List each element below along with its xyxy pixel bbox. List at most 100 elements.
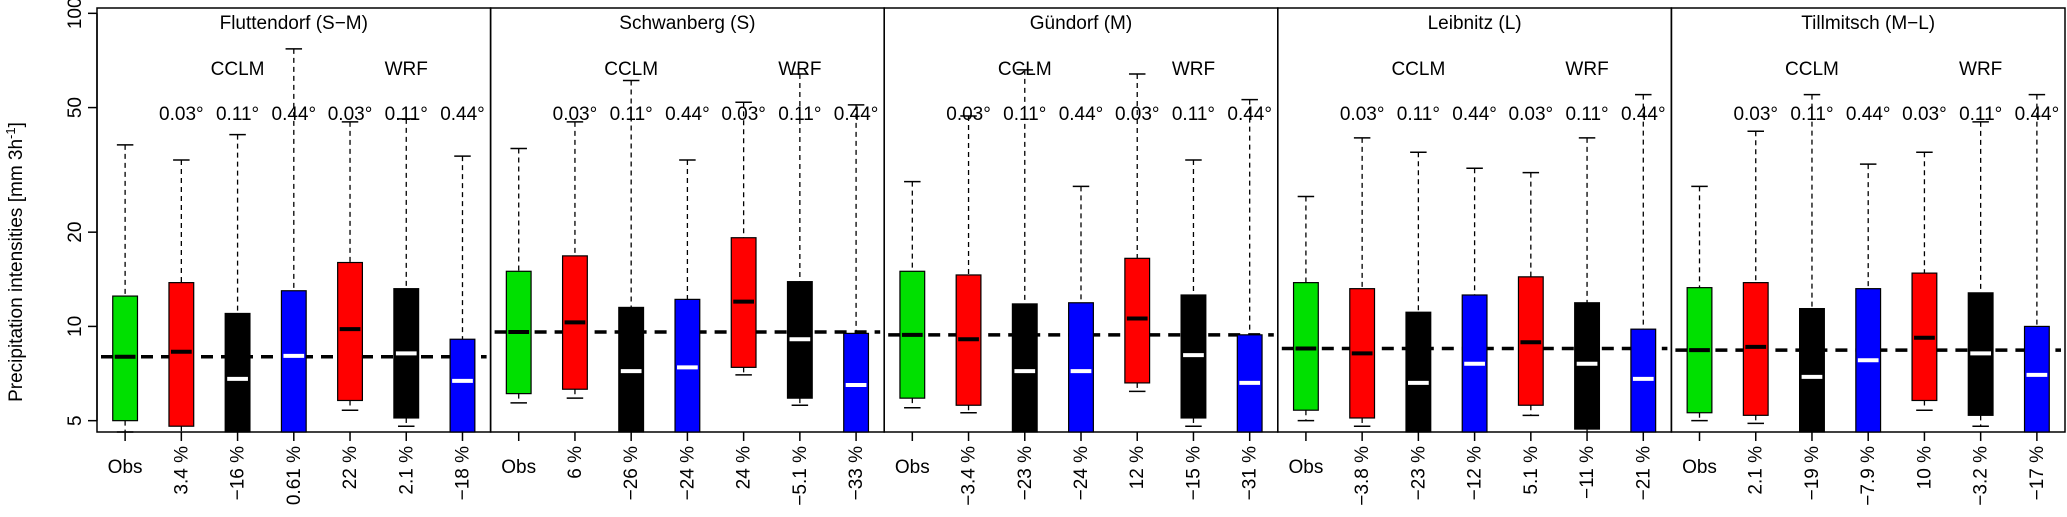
model-group-label-cclm: CCLM — [1785, 59, 1839, 80]
x-tick-label-obs: Obs — [501, 457, 536, 478]
x-tick-label-obs: Obs — [1288, 457, 1323, 478]
resolution-label: 0.11° — [1003, 104, 1046, 125]
box-model — [730, 101, 757, 376]
box-body — [1799, 307, 1825, 433]
box-model — [337, 121, 363, 411]
resolution-label: 0.11° — [1172, 104, 1215, 125]
bias-label: −5.1 % — [790, 446, 811, 506]
bias-label: −24 % — [677, 446, 698, 501]
bias-label: −33 % — [846, 446, 867, 501]
resolution-label: 0.44° — [665, 104, 710, 125]
resolution-label: 0.03° — [553, 104, 598, 125]
bias-label: −7.9 % — [1858, 446, 1879, 506]
panel-title: Leibnitz (L) — [1428, 13, 1522, 34]
bias-label: 6 % — [565, 446, 586, 479]
resolution-label: 0.44° — [272, 104, 317, 125]
bias-label: 0.61 % — [284, 446, 305, 505]
bias-label: −3.8 % — [1352, 446, 1373, 506]
resolution-label: 0.03° — [946, 104, 991, 125]
box-body — [1574, 302, 1601, 430]
box-model — [280, 48, 307, 433]
panel-title: Gündorf (M) — [1030, 13, 1132, 34]
box-model — [449, 155, 476, 433]
bias-label: 3.4 % — [171, 446, 192, 495]
box-model — [1799, 93, 1825, 433]
box-model — [561, 121, 588, 399]
box-obs — [899, 180, 926, 409]
station-panel: Schwanberg (S) CCLM WRF Obs 0.03° 6 % 0.11° −26… — [489, 7, 885, 506]
box-model — [393, 118, 420, 427]
bias-label: 24 % — [734, 446, 755, 489]
model-group-label-cclm: CCLM — [604, 59, 658, 80]
resolution-label: 0.44° — [1846, 104, 1891, 125]
bias-label: 10 % — [1914, 446, 1935, 489]
resolution-label: 0.03° — [1733, 104, 1778, 125]
panel-title: Tillmitsch (M−L) — [1801, 13, 1935, 34]
station-panel: Leibnitz (L) CCLM WRF Obs 0.03° −3.8 % 0.11° −2… — [1277, 7, 1673, 506]
resolution-label: 0.03° — [328, 104, 373, 125]
box-model — [618, 79, 645, 433]
resolution-label: 0.03° — [1509, 104, 1554, 125]
y-tick-label: 20 — [65, 222, 86, 243]
bias-label: 22 % — [340, 446, 361, 489]
bias-label: −21 % — [1633, 446, 1654, 501]
box-model — [1236, 98, 1263, 433]
box-obs — [505, 147, 532, 404]
model-group-label-cclm: CCLM — [1391, 59, 1445, 80]
box-model — [843, 104, 870, 433]
resolution-label: 0.11° — [1959, 104, 2002, 125]
bias-label: −26 % — [621, 446, 642, 501]
y-axis-label-exponent: -1 — [3, 127, 18, 139]
station-panel: Fluttendorf (S−M) CCLM WRF Obs 0.03° 3.4 % 0.1… — [96, 7, 492, 505]
station-panels: Fluttendorf (S−M) CCLM WRF Obs 0.03° 3.4 % 0.1… — [96, 7, 2066, 506]
bias-label: −15 % — [1183, 446, 1204, 501]
resolution-label: 0.44° — [1059, 104, 1104, 125]
bias-label: −23 % — [1015, 446, 1036, 501]
bias-label: −3.2 % — [1971, 446, 1992, 506]
bias-label: −31 % — [1240, 446, 1261, 501]
resolution-label: 0.11° — [1790, 104, 1833, 125]
box-obs — [112, 144, 139, 433]
bias-label: 5.1 % — [1521, 446, 1542, 495]
box-body — [337, 261, 363, 402]
panel-title: Fluttendorf (S−M) — [220, 13, 368, 34]
box-model — [1180, 159, 1207, 427]
box-obs — [1686, 185, 1713, 422]
y-axis-label: Precipitation intensities [mm 3h-1] — [3, 122, 27, 402]
x-tick-label-obs: Obs — [108, 457, 143, 478]
box-body — [2023, 325, 2050, 433]
resolution-label: 0.44° — [834, 104, 879, 125]
box-model — [786, 73, 813, 407]
box-body — [1405, 311, 1432, 433]
resolution-label: 0.11° — [385, 104, 428, 125]
box-body — [1011, 303, 1038, 433]
box-body — [1292, 282, 1319, 411]
box-model — [168, 159, 195, 432]
box-model — [1742, 130, 1769, 425]
bias-label: −12 % — [1465, 446, 1486, 501]
bias-label: −24 % — [1071, 446, 1092, 501]
station-panel: Tillmitsch (M−L) CCLM WRF Obs 0.03° 2.1 % 0.11… — [1670, 7, 2066, 506]
box-body — [843, 332, 870, 433]
y-tick-label: 10 — [65, 316, 86, 337]
box-model — [1461, 167, 1488, 433]
resolution-label: 0.11° — [1397, 104, 1440, 125]
model-group-label-wrf: WRF — [385, 59, 428, 80]
box-model — [1068, 185, 1094, 433]
bias-label: 2.1 % — [396, 446, 417, 495]
resolution-label: 0.44° — [1621, 104, 1666, 125]
box-model — [1855, 163, 1882, 433]
model-group-label-wrf: WRF — [1565, 59, 1608, 80]
box-model — [1911, 151, 1938, 411]
box-model — [224, 133, 251, 433]
y-axis-label-close: ] — [6, 122, 27, 127]
box-model — [955, 115, 982, 414]
model-group-label-wrf: WRF — [1172, 59, 1215, 80]
bias-label: −23 % — [1408, 446, 1429, 501]
resolution-label: 0.03° — [1115, 104, 1160, 125]
box-model — [1124, 73, 1151, 393]
bias-label: −16 % — [228, 446, 249, 501]
panel-title: Schwanberg (S) — [619, 13, 755, 34]
box-model — [1630, 93, 1657, 433]
